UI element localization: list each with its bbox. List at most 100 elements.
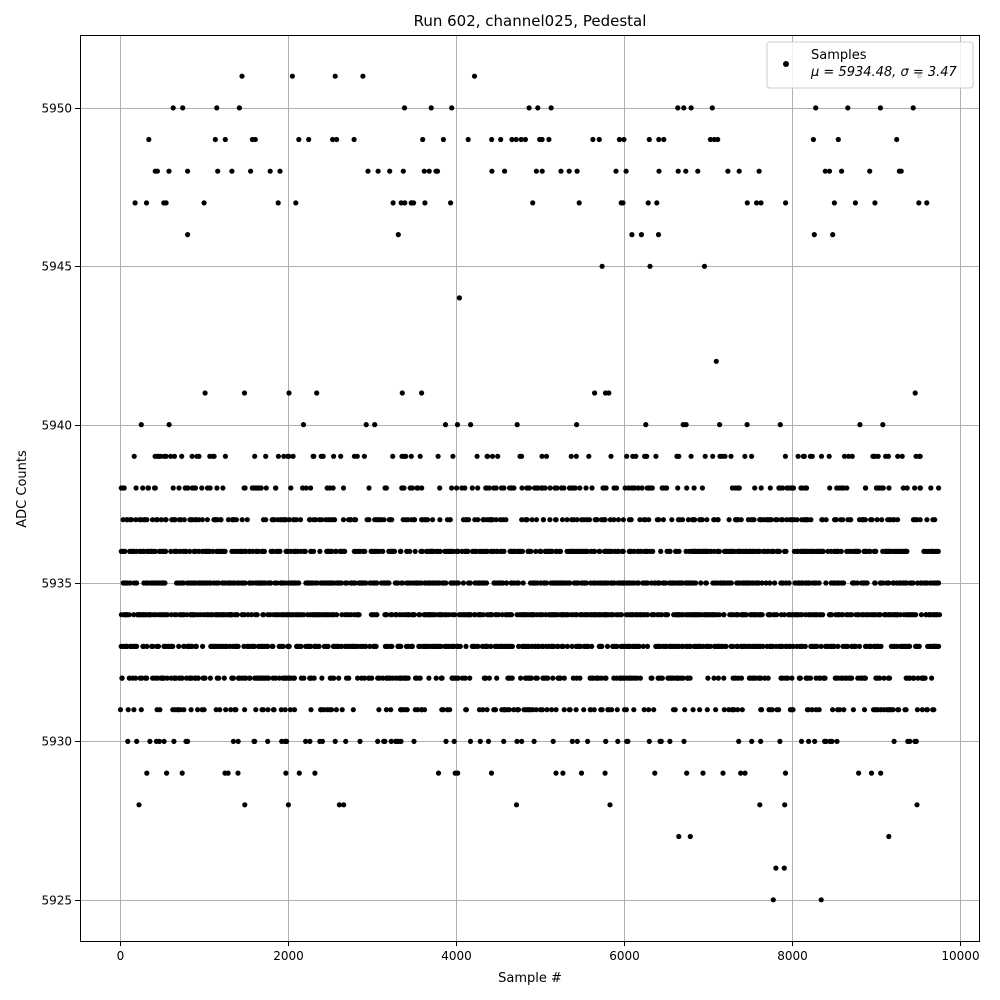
legend-box [766, 41, 974, 89]
data-point [273, 485, 279, 491]
data-point [539, 707, 546, 713]
data-point [454, 422, 461, 428]
data-point [597, 548, 603, 555]
data-point [867, 548, 873, 555]
data-point [914, 707, 921, 713]
data-point [401, 105, 408, 111]
data-point [271, 707, 277, 713]
data-point [166, 168, 172, 174]
data-point [122, 548, 128, 555]
data-point [127, 580, 133, 586]
data-point [713, 358, 719, 364]
data-point [475, 485, 481, 491]
data-point [144, 643, 150, 650]
data-point [286, 390, 292, 396]
data-point [688, 453, 694, 459]
data-point [606, 390, 612, 396]
data-point [624, 453, 630, 459]
data-point [213, 707, 219, 713]
data-point [928, 485, 934, 491]
data-point [687, 675, 693, 681]
data-point [180, 105, 186, 111]
data-point [547, 517, 553, 523]
data-point [924, 200, 930, 206]
data-point [519, 517, 525, 523]
data-point [664, 485, 670, 491]
data-point [574, 612, 580, 618]
data-point [346, 675, 352, 681]
data-point [633, 453, 639, 459]
data-point [711, 675, 717, 681]
data-point [399, 390, 405, 396]
data-point [891, 738, 897, 745]
data-point [744, 422, 750, 428]
data-point [549, 707, 555, 713]
data-point [196, 453, 202, 459]
data-point [387, 168, 393, 174]
data-point [152, 548, 158, 555]
data-point [780, 485, 786, 491]
data-point [916, 200, 922, 206]
data-point [659, 675, 665, 681]
data-point [813, 105, 819, 111]
data-point [555, 643, 561, 650]
data-point [594, 517, 600, 523]
data-point [360, 73, 366, 79]
data-point [637, 517, 643, 523]
data-point [161, 738, 167, 745]
data-point [388, 707, 394, 713]
data-point [486, 675, 492, 681]
data-point [812, 738, 818, 745]
data-point [707, 643, 713, 650]
data-point [646, 738, 652, 745]
data-point [277, 168, 283, 174]
data-point [874, 517, 880, 523]
data-point [533, 707, 539, 713]
data-point [189, 453, 195, 459]
data-point [290, 453, 296, 459]
data-point [845, 105, 851, 111]
data-point [489, 453, 496, 459]
data-point [485, 738, 492, 745]
data-point [405, 675, 411, 681]
data-point [454, 485, 460, 491]
data-point [936, 580, 942, 586]
data-point [802, 643, 808, 650]
y-tick-label: 5935 [41, 577, 72, 591]
data-point [465, 548, 471, 555]
data-point [248, 168, 254, 174]
data-point [611, 517, 617, 523]
data-point [658, 548, 664, 555]
data-point [275, 200, 281, 206]
data-point [235, 643, 241, 650]
data-point [303, 485, 309, 491]
data-point [303, 738, 309, 745]
data-point [357, 738, 363, 745]
data-point [877, 612, 883, 618]
data-point [616, 136, 623, 143]
y-tick-label: 5950 [41, 102, 72, 116]
data-point [217, 707, 223, 713]
data-point [806, 738, 812, 745]
data-point [501, 738, 507, 745]
data-point [488, 643, 494, 650]
data-point [201, 200, 207, 206]
data-point [783, 200, 789, 206]
data-point [749, 453, 755, 459]
data-point [353, 517, 359, 523]
data-point [348, 517, 354, 523]
data-point [886, 675, 893, 681]
data-point [516, 643, 522, 650]
data-point [759, 580, 765, 586]
data-point [412, 548, 418, 555]
data-point [504, 580, 510, 586]
data-point [772, 580, 778, 586]
data-point [339, 643, 345, 650]
data-point [314, 580, 320, 586]
data-point [384, 612, 390, 618]
data-point [328, 707, 335, 713]
data-point [352, 580, 358, 586]
data-point [759, 612, 765, 618]
data-point [758, 200, 764, 206]
data-point [415, 485, 421, 491]
